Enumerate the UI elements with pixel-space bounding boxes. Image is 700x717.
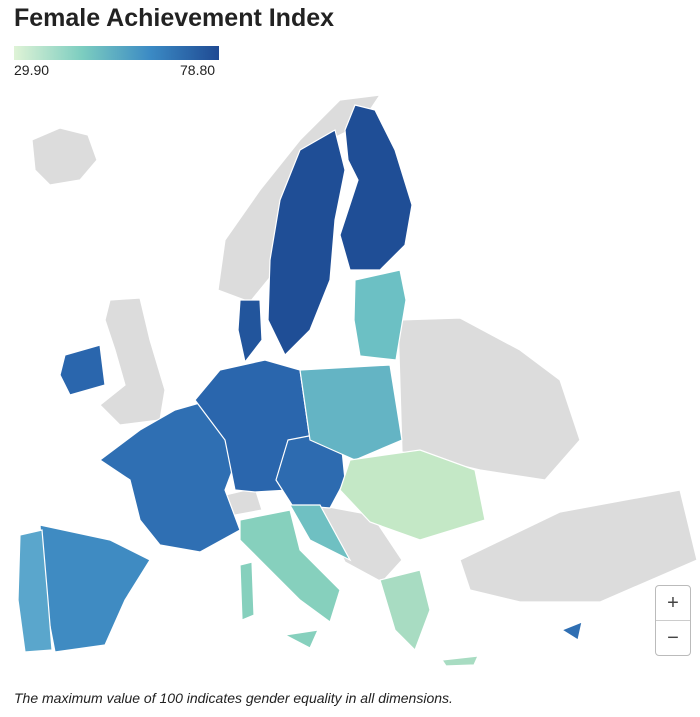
greece — [379, 569, 431, 652]
iceland — [31, 127, 98, 186]
sweden — [267, 129, 346, 357]
ireland — [59, 344, 106, 396]
finland — [339, 104, 413, 271]
spain — [39, 524, 151, 653]
denmark — [237, 299, 263, 364]
zoom-control: + − — [655, 585, 691, 656]
legend-max-label: 78.80 — [180, 62, 216, 78]
italy — [239, 509, 341, 623]
zoom-in-button[interactable]: + — [656, 586, 690, 621]
crete — [440, 655, 479, 667]
cyprus — [560, 621, 583, 641]
portugal — [17, 529, 53, 653]
legend-min-label: 29.90 — [14, 62, 50, 78]
zoom-out-button[interactable]: − — [667, 627, 679, 649]
poland — [299, 364, 403, 461]
turkey — [459, 489, 698, 603]
croatia-slovenia — [288, 504, 352, 562]
legend-gradient — [14, 46, 219, 60]
sardinia — [239, 561, 255, 621]
title: Female Achievement Index — [14, 4, 335, 32]
footnote: The maximum value of 100 indicates gende… — [14, 690, 453, 706]
uk — [99, 297, 166, 426]
map — [17, 94, 698, 667]
romania-bulgaria — [339, 449, 486, 541]
sicily — [283, 629, 319, 649]
baltics — [353, 269, 407, 361]
france — [98, 399, 241, 553]
